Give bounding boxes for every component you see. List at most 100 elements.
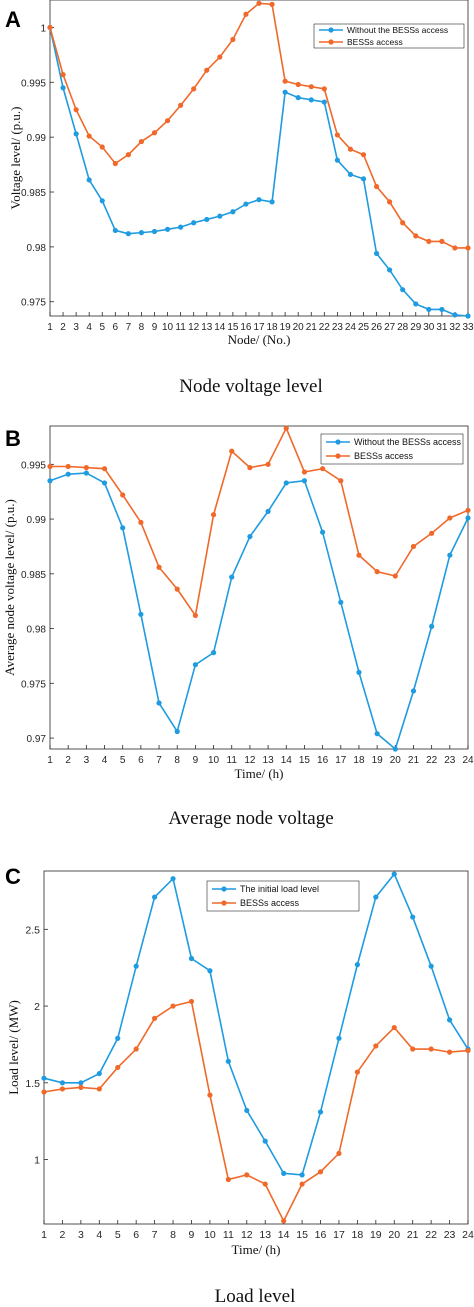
data-point	[170, 1003, 176, 1009]
data-point	[465, 245, 471, 251]
x-tick-label: 4	[96, 1229, 102, 1241]
data-point	[65, 471, 71, 477]
data-point	[210, 650, 217, 656]
data-point	[301, 478, 308, 484]
x-tick-label: 16	[315, 1229, 327, 1241]
x-tick-label: 32	[449, 322, 461, 333]
data-point	[262, 1181, 268, 1187]
x-tick-label: 17	[253, 322, 265, 333]
x-tick-label: 3	[78, 1229, 84, 1241]
series-line	[50, 426, 469, 618]
data-point	[47, 463, 53, 470]
data-point	[243, 201, 249, 207]
legend-swatch-marker	[221, 886, 227, 892]
x-tick-label: 20	[388, 1229, 400, 1241]
data-point	[269, 1, 275, 7]
series-2	[47, 0, 471, 251]
x-tick-label: 7	[156, 755, 162, 766]
y-tick-label: 0.98	[27, 625, 47, 636]
data-point	[465, 515, 471, 521]
x-tick-label: 23	[444, 1229, 456, 1241]
data-point	[301, 469, 308, 475]
data-point	[410, 543, 417, 550]
data-point	[373, 1043, 379, 1049]
data-point	[392, 573, 398, 579]
data-point	[133, 1046, 139, 1052]
x-tick-label: 13	[201, 322, 213, 333]
x-tick-label: 24	[462, 755, 474, 766]
data-point	[204, 67, 210, 73]
data-point	[192, 662, 198, 668]
data-point	[83, 465, 89, 471]
x-tick-label: 21	[408, 755, 420, 766]
data-point	[101, 480, 108, 486]
x-tick-label: 22	[426, 755, 438, 766]
legend-swatch-marker	[335, 439, 341, 445]
x-tick-label: 1	[41, 1229, 47, 1241]
data-point	[447, 515, 453, 521]
x-tick-label: 11	[175, 322, 186, 333]
data-point	[133, 963, 139, 969]
y-tick-label: 0.985	[21, 188, 46, 199]
x-tick-label: 4	[102, 755, 108, 766]
data-point	[125, 231, 131, 237]
x-tick-label: 6	[113, 322, 119, 333]
x-tick-label: 22	[319, 322, 331, 333]
chart-panel-b: 1 2 3 4 5 6 7 8 9 10 11 12 13 14 15 16 17 18 19 20 21 22 23 240…	[2, 425, 474, 829]
data-point	[204, 216, 210, 223]
data-point	[299, 1172, 305, 1178]
data-point	[164, 118, 171, 124]
data-point	[217, 54, 223, 60]
data-point	[295, 95, 301, 101]
data-point	[392, 746, 398, 752]
data-point	[320, 529, 326, 535]
legend: The initial load level BESSs access	[206, 880, 360, 912]
data-point	[138, 611, 144, 617]
data-point	[73, 131, 79, 137]
x-tick-label: 17	[335, 755, 347, 766]
data-point	[321, 99, 327, 105]
legend-box	[320, 433, 464, 465]
data-point	[265, 508, 271, 515]
data-point	[387, 199, 393, 205]
data-point	[217, 213, 223, 219]
legend: Without the BESSs access BESSs access	[313, 23, 465, 49]
x-tick-label: 8	[170, 1229, 176, 1241]
series-1	[47, 24, 471, 319]
x-tick-label: 21	[306, 322, 318, 333]
x-tick-label: 13	[263, 755, 275, 766]
data-point	[229, 574, 235, 580]
data-point	[86, 133, 92, 139]
data-point	[308, 97, 314, 103]
y-tick-label: 0.97	[27, 734, 47, 745]
series-line	[49, 27, 469, 317]
legend-label: BESSs access	[240, 898, 300, 908]
data-point	[247, 533, 253, 540]
data-point	[151, 228, 158, 235]
x-tick-label: 15	[299, 755, 311, 766]
data-point	[152, 894, 158, 900]
x-tick-label: 23	[332, 322, 344, 333]
legend-swatch-marker	[328, 39, 334, 45]
x-tick-label: 11	[227, 755, 238, 766]
x-tick-label: 5	[120, 755, 126, 766]
data-point	[281, 1218, 287, 1224]
data-point	[115, 1064, 121, 1071]
x-tick-label: 9	[189, 1229, 195, 1241]
y-tick-label: 0.98	[27, 243, 47, 254]
data-point	[356, 669, 362, 675]
data-point	[262, 1138, 268, 1144]
data-point	[99, 144, 105, 150]
data-point	[244, 1107, 250, 1114]
x-tick-label: 20	[293, 322, 305, 333]
x-tick-label: 13	[259, 1229, 271, 1241]
series-1	[47, 470, 471, 752]
data-point	[59, 1086, 66, 1092]
x-tick-label: 26	[371, 322, 383, 333]
x-tick-label: 20	[390, 755, 402, 766]
data-point	[410, 914, 416, 920]
data-point	[465, 313, 471, 319]
data-point	[156, 564, 162, 570]
x-tick-label: 9	[193, 755, 199, 766]
data-point	[192, 612, 198, 619]
